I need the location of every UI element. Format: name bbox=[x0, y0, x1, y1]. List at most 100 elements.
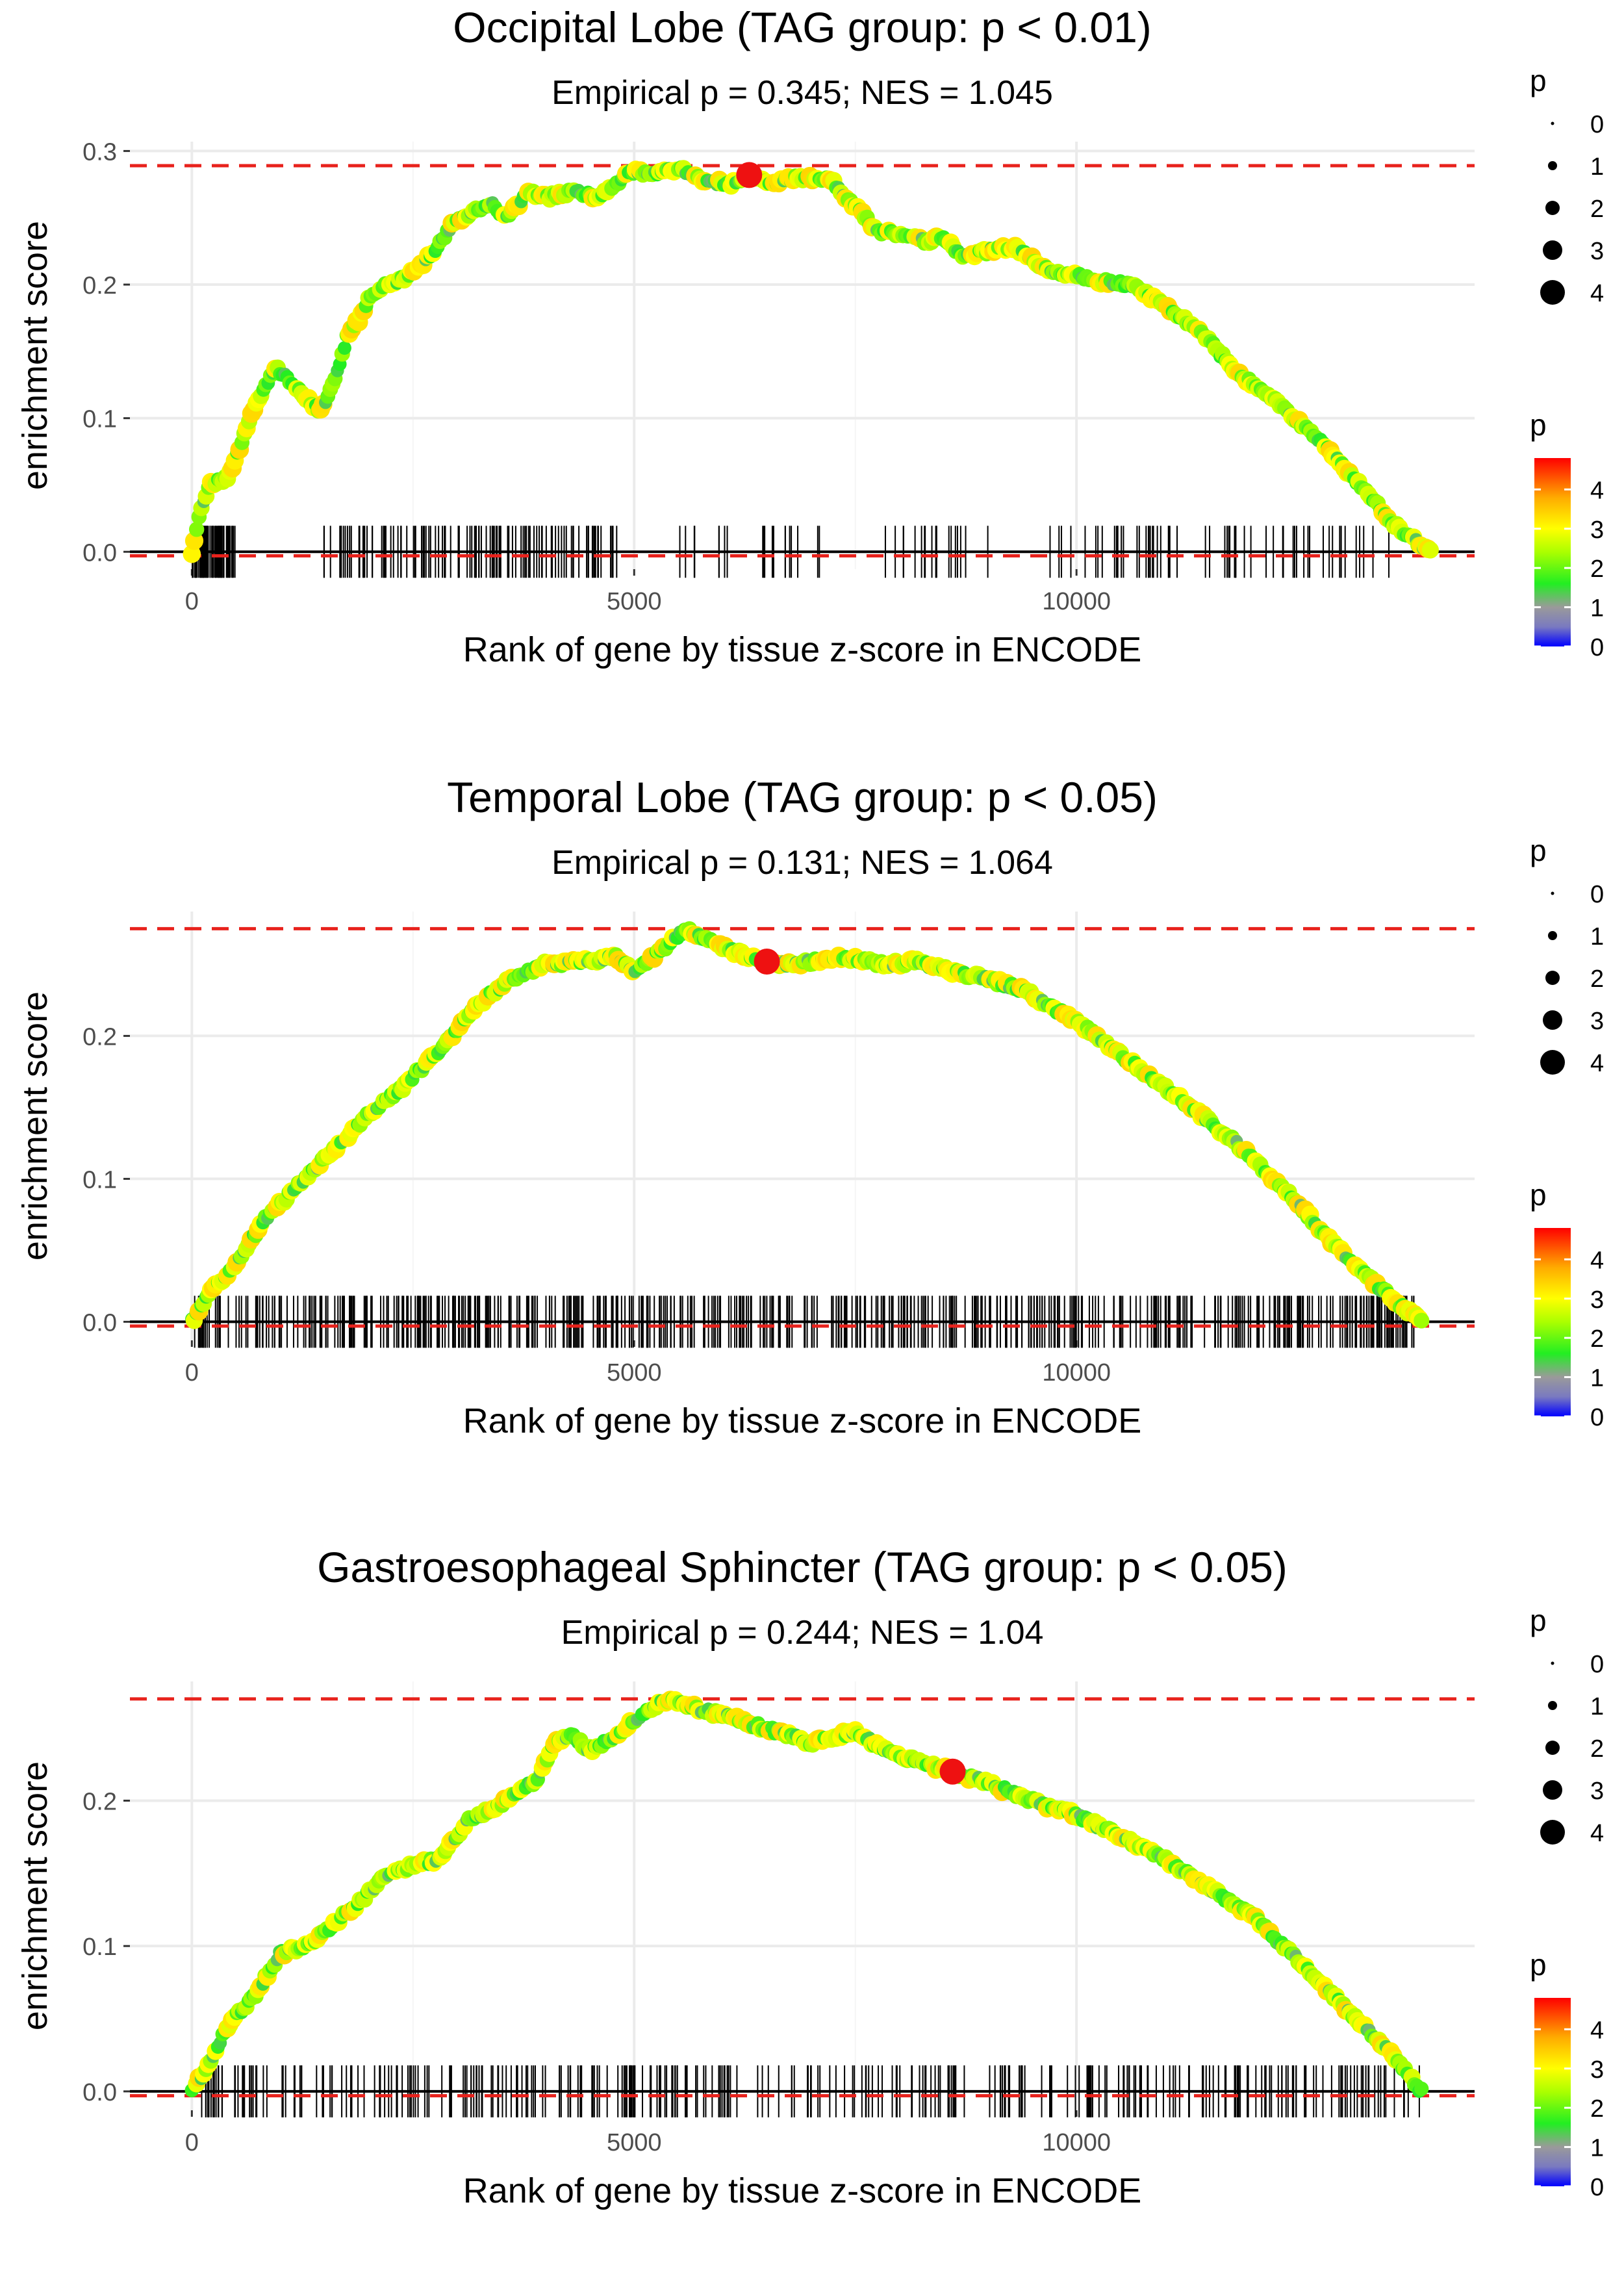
y-tick-label: 0.0 bbox=[82, 1309, 117, 1336]
x-tick-label: 10000 bbox=[1042, 588, 1111, 615]
y-tick-label: 0.2 bbox=[82, 1788, 117, 1815]
size-legend-label: 3 bbox=[1590, 1778, 1604, 1805]
peak-point bbox=[939, 1758, 966, 1785]
x-axis-label: Rank of gene by tissue z-score in ENCODE bbox=[463, 2171, 1141, 2210]
size-legend-title: p bbox=[1530, 64, 1547, 97]
size-legend-key bbox=[1551, 891, 1554, 895]
chart-panel-2: Temporal Lobe (TAG group: p < 0.05) Empir… bbox=[16, 773, 1604, 1440]
color-legend-title: p bbox=[1530, 1178, 1547, 1212]
color-legend: p 4 3 2 1 0 bbox=[1530, 1178, 1604, 1431]
y-tick-label: 0.1 bbox=[82, 1166, 117, 1194]
chart-subtitle: Empirical p = 0.244; NES = 1.04 bbox=[561, 1614, 1044, 1652]
peak-point bbox=[754, 949, 780, 975]
color-legend-label: 3 bbox=[1590, 517, 1604, 544]
size-legend-key bbox=[1545, 201, 1560, 215]
size-legend-key bbox=[1551, 121, 1554, 125]
y-tick-label: 0.0 bbox=[82, 539, 117, 567]
x-tick-label: 10000 bbox=[1042, 1359, 1111, 1386]
size-legend-key bbox=[1548, 1701, 1557, 1710]
chart-subtitle: Empirical p = 0.131; NES = 1.064 bbox=[552, 844, 1053, 882]
y-tick-label: 0.3 bbox=[82, 138, 117, 166]
color-legend-label: 1 bbox=[1590, 1365, 1604, 1392]
size-legend-key bbox=[1543, 240, 1562, 260]
y-tick-label: 0.2 bbox=[82, 1023, 117, 1051]
color-legend-bar bbox=[1534, 1228, 1571, 1416]
color-legend: p 4 3 2 1 0 bbox=[1530, 408, 1604, 661]
y-tick-label: 0.2 bbox=[82, 272, 117, 300]
color-legend-label: 1 bbox=[1590, 595, 1604, 622]
chart-title: Gastroesophageal Sphincter (TAG group: p… bbox=[317, 1543, 1288, 1591]
gridlines bbox=[130, 142, 1475, 569]
size-legend-label: 4 bbox=[1590, 280, 1604, 307]
chart-title: Occipital Lobe (TAG group: p < 0.01) bbox=[453, 3, 1152, 51]
size-legend-label: 2 bbox=[1590, 196, 1604, 223]
size-legend-key bbox=[1543, 1780, 1562, 1800]
x-tick-label: 5000 bbox=[607, 588, 662, 615]
y-axis-label: enrichment score bbox=[16, 221, 55, 490]
size-legend-label: 0 bbox=[1590, 111, 1604, 138]
color-legend-bar bbox=[1534, 458, 1571, 646]
size-legend-key bbox=[1540, 1820, 1565, 1845]
x-tick-label: 5000 bbox=[607, 1359, 662, 1386]
size-legend-key bbox=[1548, 161, 1557, 170]
y-axis-label: enrichment score bbox=[16, 1761, 55, 2030]
y-axis-label: enrichment score bbox=[16, 991, 55, 1260]
color-legend-title: p bbox=[1530, 1948, 1547, 1982]
size-legend-label: 1 bbox=[1590, 1693, 1604, 1720]
data-point bbox=[1414, 1312, 1430, 1329]
size-legend-label: 0 bbox=[1590, 1651, 1604, 1678]
size-legend-key bbox=[1551, 1661, 1554, 1665]
y-tick-label: 0.1 bbox=[82, 406, 117, 433]
size-legend: p 0 1 2 3 4 bbox=[1530, 1603, 1604, 1847]
gridlines bbox=[130, 912, 1475, 1340]
enrichment-points bbox=[184, 1691, 1429, 2098]
size-legend-label: 2 bbox=[1590, 1735, 1604, 1763]
color-legend-bar bbox=[1534, 1998, 1571, 2186]
x-tick-label: 0 bbox=[185, 1359, 199, 1386]
color-legend: p 4 3 2 1 0 bbox=[1530, 1948, 1604, 2201]
color-legend-title: p bbox=[1530, 408, 1547, 442]
x-axis-label: Rank of gene by tissue z-score in ENCODE bbox=[463, 1401, 1141, 1440]
x-tick-label: 0 bbox=[185, 588, 199, 615]
chart-panel-3: Gastroesophageal Sphincter (TAG group: p… bbox=[16, 1543, 1604, 2210]
enrichment-curve bbox=[190, 927, 1423, 1323]
color-legend-label: 2 bbox=[1590, 1325, 1604, 1353]
chart-title: Temporal Lobe (TAG group: p < 0.05) bbox=[447, 773, 1158, 821]
enrichment-points bbox=[183, 160, 1440, 563]
size-legend-title: p bbox=[1530, 1603, 1547, 1637]
y-tick-label: 0.1 bbox=[82, 1934, 117, 1961]
color-legend-label: 2 bbox=[1590, 2095, 1604, 2123]
size-legend-label: 1 bbox=[1590, 153, 1604, 181]
data-point bbox=[1421, 541, 1440, 559]
color-legend-label: 4 bbox=[1590, 2017, 1604, 2044]
size-legend-label: 3 bbox=[1590, 1008, 1604, 1035]
size-legend-key bbox=[1540, 1050, 1565, 1075]
x-tick-label: 10000 bbox=[1042, 2129, 1111, 2156]
data-point bbox=[188, 522, 205, 537]
y-tick-label: 0.0 bbox=[82, 2079, 117, 2106]
size-legend-label: 4 bbox=[1590, 1820, 1604, 1847]
size-legend-key bbox=[1548, 931, 1557, 940]
color-legend-label: 1 bbox=[1590, 2135, 1604, 2162]
size-legend-label: 3 bbox=[1590, 238, 1604, 265]
size-legend-label: 2 bbox=[1590, 965, 1604, 993]
enrichment-points bbox=[185, 921, 1430, 1329]
x-tick-label: 5000 bbox=[607, 2129, 662, 2156]
size-legend-key bbox=[1543, 1010, 1562, 1030]
size-legend-label: 0 bbox=[1590, 881, 1604, 908]
data-point bbox=[337, 341, 351, 355]
size-legend-key bbox=[1545, 1741, 1560, 1755]
color-legend-label: 3 bbox=[1590, 2056, 1604, 2084]
size-legend-key bbox=[1540, 280, 1565, 305]
size-legend-title: p bbox=[1530, 834, 1547, 867]
enrichment-curve bbox=[190, 167, 1432, 553]
size-legend-label: 1 bbox=[1590, 923, 1604, 951]
size-legend-key bbox=[1545, 971, 1560, 985]
color-legend-label: 4 bbox=[1590, 477, 1604, 504]
color-legend-label: 3 bbox=[1590, 1286, 1604, 1314]
color-legend-label: 2 bbox=[1590, 556, 1604, 583]
color-legend-label: 4 bbox=[1590, 1247, 1604, 1274]
size-legend: p 0 1 2 3 4 bbox=[1530, 64, 1604, 307]
size-legend: p 0 1 2 3 4 bbox=[1530, 834, 1604, 1077]
